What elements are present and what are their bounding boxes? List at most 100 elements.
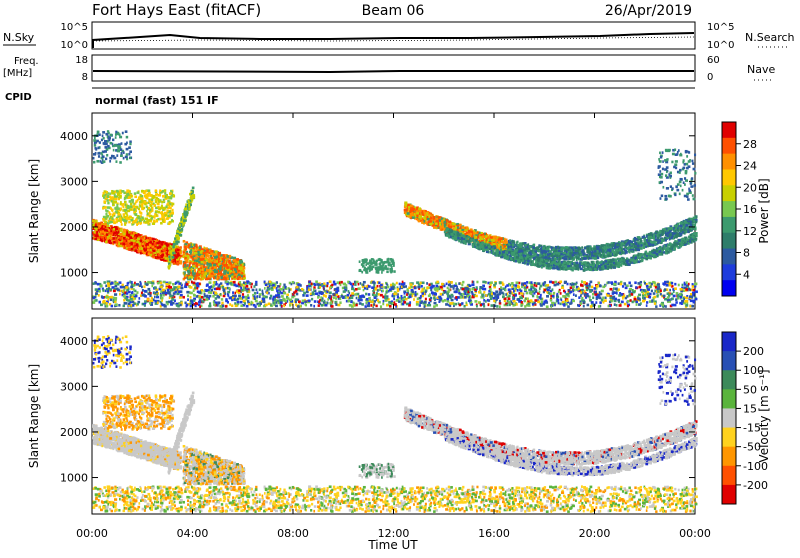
range-gate-cell xyxy=(508,301,511,304)
range-gate-cell xyxy=(143,191,146,194)
range-gate-cell xyxy=(397,288,399,291)
range-gate-cell xyxy=(118,243,120,246)
range-gate-cell xyxy=(191,276,193,279)
range-gate-cell xyxy=(583,281,586,284)
range-gate-cell xyxy=(306,286,308,289)
range-gate-cell xyxy=(355,288,358,291)
range-gate-cell xyxy=(172,246,174,249)
range-gate-cell xyxy=(354,283,356,286)
range-gate-cell xyxy=(124,198,126,201)
range-gate-cell xyxy=(192,243,194,246)
range-gate-cell xyxy=(474,300,477,303)
range-gate-cell xyxy=(141,286,143,289)
range-gate-cell xyxy=(440,293,442,296)
range-gate-cell xyxy=(117,193,119,196)
range-gate-cell xyxy=(471,291,473,294)
range-gate-cell xyxy=(629,293,631,296)
range-gate-cell xyxy=(451,299,454,302)
range-gate-cell xyxy=(690,293,692,296)
range-gate-cell xyxy=(192,187,195,190)
range-gate-cell xyxy=(297,305,300,308)
range-gate-cell xyxy=(188,208,190,211)
range-gate-cell xyxy=(638,286,641,289)
range-gate-cell xyxy=(390,284,392,287)
range-gate-cell xyxy=(330,298,332,301)
range-gate-cell xyxy=(617,299,620,302)
range-gate-cell xyxy=(539,287,541,290)
range-gate-cell xyxy=(111,209,114,212)
range-gate-cell xyxy=(150,300,153,303)
range-gate-cell xyxy=(148,212,150,215)
range-gate-cell xyxy=(119,217,121,220)
range-gate-cell xyxy=(221,302,223,305)
range-gate-cell xyxy=(211,250,213,253)
range-gate-cell xyxy=(171,219,173,222)
range-gate-cell xyxy=(162,195,165,198)
range-gate-cell xyxy=(613,287,615,290)
station-title: Fort Hays East (fitACF) xyxy=(92,1,261,19)
range-gate-cell xyxy=(126,242,129,245)
range-gate-cell xyxy=(302,300,305,303)
range-gate-cell xyxy=(406,293,408,296)
range-gate-cell xyxy=(233,257,236,260)
range-gate-cell xyxy=(175,249,177,252)
range-gate-cell xyxy=(102,301,105,304)
range-gate-cell xyxy=(134,246,137,249)
range-gate-cell xyxy=(521,301,523,304)
range-gate-cell xyxy=(630,299,632,302)
range-gate-cell xyxy=(289,304,291,307)
range-gate-cell xyxy=(131,248,134,251)
range-gate-cell xyxy=(216,276,218,279)
range-gate-cell xyxy=(163,281,166,284)
range-gate-cell xyxy=(201,261,204,264)
range-gate-cell xyxy=(372,281,374,284)
range-gate-cell xyxy=(404,296,406,299)
range-gate-cell xyxy=(128,244,130,247)
range-gate-cell xyxy=(363,281,366,284)
range-gate-cell xyxy=(184,302,186,305)
range-gate-cell xyxy=(361,303,364,306)
range-gate-cell xyxy=(95,292,98,295)
range-gate-cell xyxy=(160,222,163,225)
range-gate-cell xyxy=(481,294,484,297)
range-gate-cell xyxy=(238,273,241,276)
range-gate-cell xyxy=(674,283,676,286)
range-gate-cell xyxy=(621,301,624,304)
range-gate-cell xyxy=(138,216,140,219)
range-gate-cell xyxy=(312,293,315,296)
range-gate-cell xyxy=(389,305,391,308)
range-gate-cell xyxy=(148,192,151,195)
range-gate-cell xyxy=(434,288,437,291)
range-gate-cell xyxy=(107,195,110,198)
range-gate-cell xyxy=(404,301,406,304)
range-gate-cell xyxy=(657,283,660,286)
range-gate-cell xyxy=(180,294,183,297)
range-gate-cell xyxy=(618,288,620,291)
range-gate-cell xyxy=(169,286,172,289)
range-gate-cell xyxy=(275,284,277,287)
range-gate-cell xyxy=(635,286,637,289)
range-gate-cell xyxy=(561,299,563,302)
range-gate-cell xyxy=(155,193,158,196)
range-gate-cell xyxy=(109,195,111,198)
range-gate-cell xyxy=(410,283,413,286)
range-gate-cell xyxy=(673,295,676,298)
range-gate-cell xyxy=(580,294,582,297)
range-gate-cell xyxy=(240,283,242,286)
range-gate-cell xyxy=(140,237,142,240)
range-gate-cell xyxy=(663,283,665,286)
range-gate-cell xyxy=(227,271,229,274)
range-gate-cell xyxy=(172,203,174,206)
range-gate-cell xyxy=(231,304,233,307)
range-gate-cell xyxy=(156,214,158,217)
range-gate-cell xyxy=(256,295,258,298)
range-gate-cell xyxy=(308,299,311,302)
range-gate-cell xyxy=(471,288,474,291)
range-gate-cell xyxy=(430,289,432,292)
range-gate-cell xyxy=(179,296,182,299)
range-gate-cell xyxy=(537,282,540,285)
range-gate-cell xyxy=(213,277,215,280)
range-gate-cell xyxy=(476,305,478,308)
